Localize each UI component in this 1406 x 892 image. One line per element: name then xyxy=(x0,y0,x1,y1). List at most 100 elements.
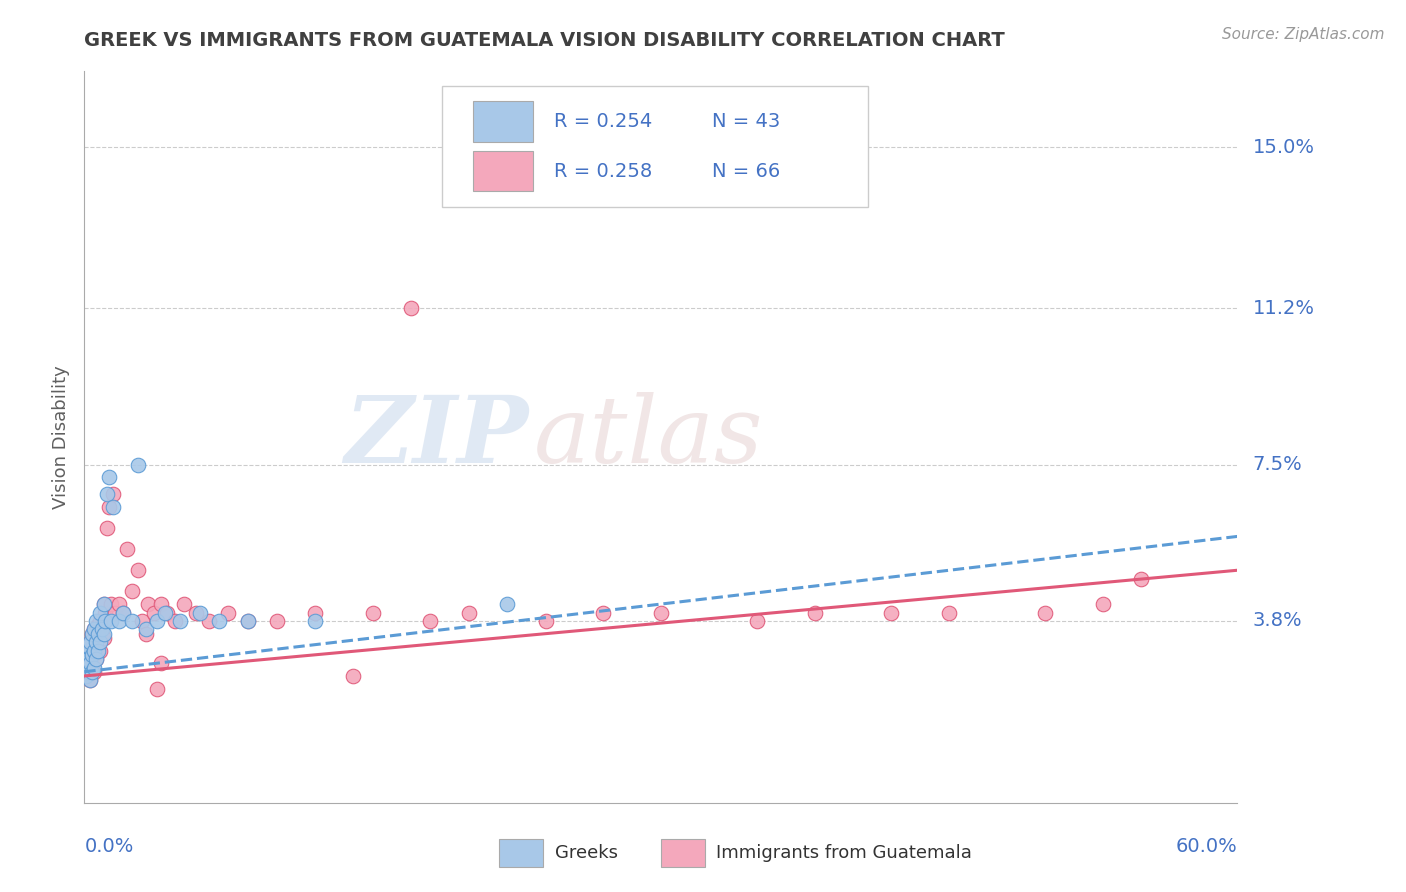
Point xyxy=(89,606,111,620)
Text: R = 0.258: R = 0.258 xyxy=(554,161,652,181)
Point xyxy=(121,584,143,599)
Point xyxy=(184,606,207,620)
Point xyxy=(83,623,105,637)
Point xyxy=(399,301,422,315)
Text: R = 0.254: R = 0.254 xyxy=(554,112,652,131)
Point xyxy=(83,660,105,674)
Point xyxy=(1130,572,1153,586)
Point xyxy=(75,648,97,662)
Y-axis label: Vision Disability: Vision Disability xyxy=(52,365,70,509)
Point xyxy=(880,606,903,620)
Point xyxy=(89,614,111,628)
Point xyxy=(135,626,157,640)
FancyBboxPatch shape xyxy=(661,839,704,867)
Point xyxy=(1033,606,1056,620)
Point xyxy=(156,606,179,620)
Point xyxy=(93,597,115,611)
Point xyxy=(361,606,384,620)
Point xyxy=(77,640,100,654)
FancyBboxPatch shape xyxy=(441,86,869,207)
FancyBboxPatch shape xyxy=(472,151,533,192)
Point xyxy=(93,597,115,611)
Point xyxy=(304,614,326,628)
Point xyxy=(79,673,101,688)
Point xyxy=(98,470,121,484)
Point xyxy=(266,614,288,628)
Point xyxy=(80,660,103,674)
Point xyxy=(146,614,169,628)
Point xyxy=(111,606,134,620)
Point xyxy=(127,458,149,472)
Point xyxy=(77,665,100,679)
Point xyxy=(100,614,122,628)
Point xyxy=(79,657,101,671)
Point xyxy=(108,614,131,628)
Point xyxy=(198,614,221,628)
Point xyxy=(169,614,191,628)
Point xyxy=(80,643,103,657)
Point xyxy=(75,669,97,683)
Point xyxy=(745,614,768,628)
Point xyxy=(188,606,211,620)
Text: atlas: atlas xyxy=(534,392,763,482)
Point xyxy=(83,623,105,637)
Point xyxy=(84,635,107,649)
Point xyxy=(79,673,101,688)
Text: 7.5%: 7.5% xyxy=(1253,455,1302,474)
Point xyxy=(87,626,110,640)
Point xyxy=(236,614,259,628)
Point xyxy=(84,614,107,628)
Point xyxy=(75,648,97,662)
Text: 3.8%: 3.8% xyxy=(1253,612,1302,631)
Point xyxy=(80,626,103,640)
Point xyxy=(83,648,105,662)
Point xyxy=(153,606,176,620)
Text: 15.0%: 15.0% xyxy=(1253,138,1315,157)
FancyBboxPatch shape xyxy=(472,102,533,142)
Point xyxy=(218,606,240,620)
Point xyxy=(75,657,97,671)
Point xyxy=(115,542,138,557)
Point xyxy=(127,563,149,577)
Point xyxy=(93,626,115,640)
Point xyxy=(83,665,105,679)
Point xyxy=(457,606,479,620)
Point xyxy=(131,614,153,628)
Point xyxy=(77,640,100,654)
Point xyxy=(75,669,97,683)
Point xyxy=(89,635,111,649)
Point xyxy=(84,652,107,666)
Text: 0.0%: 0.0% xyxy=(84,837,134,855)
Point xyxy=(650,606,672,620)
Point xyxy=(77,652,100,666)
Point xyxy=(94,606,117,620)
Point xyxy=(87,640,110,654)
Point xyxy=(135,623,157,637)
Point xyxy=(80,648,103,662)
Point xyxy=(100,597,122,611)
Point xyxy=(103,487,124,501)
Point xyxy=(83,643,105,657)
Point xyxy=(103,500,124,514)
Point xyxy=(77,665,100,679)
Point xyxy=(80,665,103,679)
Point xyxy=(90,626,112,640)
Point xyxy=(93,631,115,645)
Text: 11.2%: 11.2% xyxy=(1253,299,1315,318)
Point xyxy=(111,606,134,620)
Point xyxy=(96,521,118,535)
Point xyxy=(79,635,101,649)
Point xyxy=(304,606,326,620)
Point xyxy=(96,487,118,501)
Text: Source: ZipAtlas.com: Source: ZipAtlas.com xyxy=(1222,27,1385,42)
Point xyxy=(108,597,131,611)
Point xyxy=(89,643,111,657)
Point xyxy=(121,614,143,628)
Text: GREEK VS IMMIGRANTS FROM GUATEMALA VISION DISABILITY CORRELATION CHART: GREEK VS IMMIGRANTS FROM GUATEMALA VISIO… xyxy=(84,31,1005,50)
Point xyxy=(87,643,110,657)
Point xyxy=(79,635,101,649)
Point xyxy=(136,597,159,611)
Point xyxy=(80,626,103,640)
Point xyxy=(98,500,121,514)
Point xyxy=(146,681,169,696)
